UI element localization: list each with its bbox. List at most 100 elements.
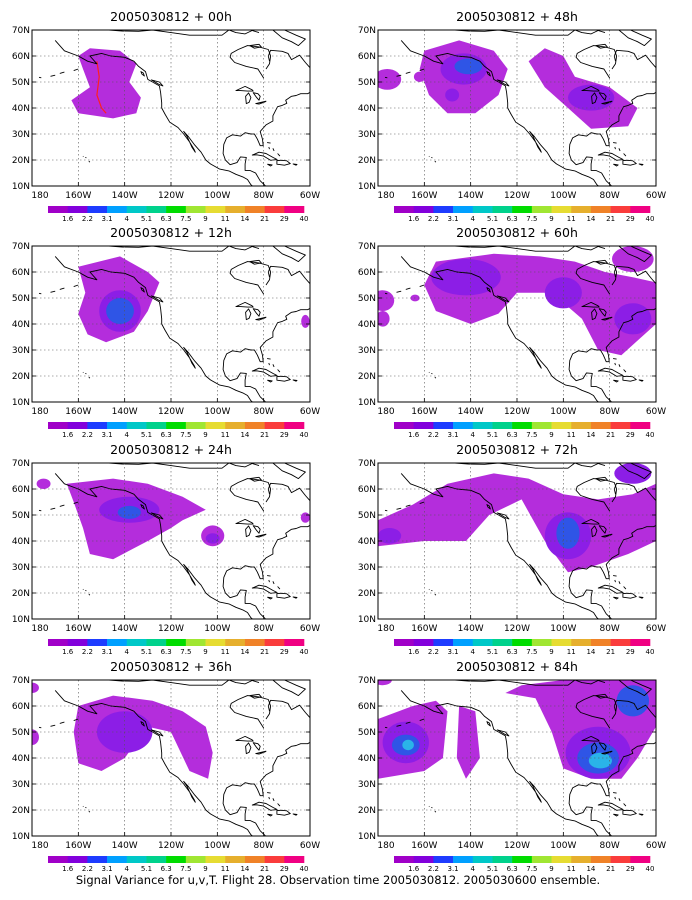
- colorbar-label: 1.6: [62, 648, 74, 656]
- coastline: [657, 294, 672, 306]
- lat-tick-label: 40N: [358, 754, 376, 764]
- island-outline: [614, 796, 616, 800]
- island-outline: [272, 798, 275, 802]
- colorbar-swatch: [87, 206, 108, 213]
- lake-outline: [235, 301, 254, 308]
- coastline: [412, 463, 606, 469]
- island-outline: [267, 163, 273, 167]
- lon-tick-label: 140W: [458, 191, 484, 201]
- coastline: [54, 473, 254, 619]
- island-outline: [38, 509, 42, 512]
- island-outline: [38, 292, 42, 295]
- colorbar-swatch: [87, 856, 108, 863]
- colorbar-swatch: [284, 422, 305, 429]
- colorbar-label: 21: [260, 648, 269, 656]
- lon-tick-label: 60W: [646, 191, 666, 201]
- colorbar-swatch: [205, 856, 226, 863]
- lat-tick-label: 20N: [358, 156, 376, 166]
- colorbar-swatch: [531, 422, 552, 429]
- coastline: [657, 728, 672, 740]
- island-outline: [597, 584, 624, 594]
- coastline: [249, 43, 262, 49]
- lat-tick-label: 50N: [12, 511, 30, 521]
- colorbar-label: 14: [586, 215, 595, 223]
- variance-region: [456, 706, 480, 779]
- coastline: [267, 265, 310, 284]
- colorbar-label: 29: [626, 215, 635, 223]
- lake-outline: [245, 525, 252, 538]
- island-outline: [38, 76, 42, 79]
- colorbar-swatch: [590, 206, 611, 213]
- colorbar-label: 14: [586, 431, 595, 439]
- colorbar-label: 40: [300, 865, 309, 873]
- lat-tick-label: 70N: [12, 26, 30, 36]
- colorbar-label: 29: [280, 431, 289, 439]
- coastline: [568, 525, 656, 619]
- island-outline: [268, 362, 270, 366]
- coastline: [229, 45, 272, 79]
- island-outline: [59, 71, 65, 74]
- coastline: [311, 294, 326, 306]
- island-outline: [268, 146, 270, 150]
- lon-tick-label: 100W: [204, 841, 230, 851]
- colorbar-swatch: [492, 206, 513, 213]
- lon-tick-label: 60W: [300, 841, 320, 851]
- coastline: [400, 40, 600, 186]
- lat-tick-label: 70N: [358, 26, 376, 36]
- coastline: [311, 511, 326, 523]
- lat-tick-label: 20N: [358, 372, 376, 382]
- colorbar-label: 1.6: [408, 215, 420, 223]
- colorbar-swatch: [590, 422, 611, 429]
- variance-region: [445, 88, 460, 102]
- lat-tick-label: 40N: [12, 754, 30, 764]
- colorbar-swatch: [394, 422, 414, 429]
- colorbar-label: 9: [203, 648, 207, 656]
- island-outline: [88, 593, 91, 596]
- colorbar-label: 2.2: [428, 215, 439, 223]
- variance-region: [378, 528, 402, 544]
- colorbar-swatch: [126, 206, 147, 213]
- map-panel: 2005030812 + 24h 10N 20N 30N 40N 50N 60N 70N 180…: [12, 442, 326, 656]
- lat-tick-label: 20N: [12, 806, 30, 816]
- lon-tick-label: 180: [377, 191, 394, 201]
- colorbar-label: 2.2: [428, 431, 439, 439]
- coastline: [222, 92, 310, 186]
- coastline: [568, 742, 656, 836]
- colorbar-label: 14: [240, 431, 249, 439]
- lat-tick-label: 50N: [358, 728, 376, 738]
- variance-region: [611, 246, 654, 272]
- colorbar-label: 40: [646, 431, 655, 439]
- colorbar-swatch: [492, 639, 513, 646]
- colorbar-label: 3.1: [102, 431, 113, 439]
- colorbar-label: 11: [567, 215, 576, 223]
- colorbar-label: 21: [606, 648, 615, 656]
- colorbar-label: 21: [606, 865, 615, 873]
- lat-tick-label: 70N: [12, 676, 30, 686]
- colorbar-label: 4: [125, 865, 130, 873]
- colorbar-label: 14: [240, 215, 249, 223]
- lon-tick-label: 140W: [458, 407, 484, 417]
- colorbar-swatch: [571, 639, 592, 646]
- colorbar-swatch: [126, 856, 147, 863]
- colorbar-swatch: [205, 206, 226, 213]
- coastline: [568, 308, 656, 402]
- lon-tick-label: 160W: [65, 407, 91, 417]
- island-outline: [384, 76, 388, 79]
- island-outline: [618, 798, 621, 802]
- island-outline: [486, 71, 491, 77]
- island-outline: [50, 724, 56, 727]
- island-outline: [267, 813, 273, 817]
- colorbar-label: 6.3: [161, 431, 172, 439]
- colorbar-label: 14: [586, 648, 595, 656]
- panel-title: 2005030812 + 60h: [456, 225, 578, 240]
- colorbar-swatch: [185, 422, 206, 429]
- colorbar-label: 21: [606, 431, 615, 439]
- colorbar-swatch: [512, 639, 533, 646]
- island-outline: [618, 148, 621, 152]
- island-outline: [623, 153, 627, 157]
- colorbar-swatch: [87, 639, 108, 646]
- lat-tick-label: 20N: [12, 589, 30, 599]
- colorbar-swatch: [630, 856, 651, 863]
- colorbar-label: 4: [471, 215, 476, 223]
- variance-region: [32, 682, 39, 693]
